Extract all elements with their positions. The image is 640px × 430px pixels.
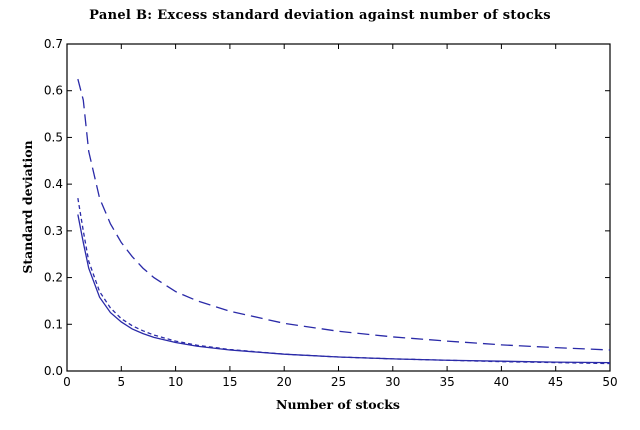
x-tick-label: 10	[168, 375, 183, 389]
x-tick-label: 15	[222, 375, 237, 389]
x-tick-label: 25	[331, 375, 346, 389]
x-tick-label: 50	[602, 375, 617, 389]
y-tick-label: 0.3	[44, 224, 63, 238]
plot-frame	[66, 43, 611, 372]
y-tick-label: 0.6	[44, 84, 63, 98]
y-tick-label: 0.7	[44, 37, 63, 51]
y-axis-ticks: 0.0 0.1 0.2 0.3 0.4 0.5 0.6 0.7	[44, 37, 610, 378]
y-axis-label: Standard deviation	[20, 140, 35, 273]
x-tick-label: 40	[494, 375, 509, 389]
x-tick-label: 5	[117, 375, 125, 389]
y-tick-label: 0.2	[44, 271, 63, 285]
x-axis-ticks: 0 5 10 15 20 25 30 35 40 45 50	[63, 44, 618, 389]
x-axis-label: Number of stocks	[276, 397, 400, 412]
x-tick-label: 35	[439, 375, 454, 389]
x-tick-label: 45	[548, 375, 563, 389]
series-line-1	[77, 78, 611, 351]
x-tick-label: 30	[385, 375, 400, 389]
series-group	[77, 78, 611, 365]
chart-title: Panel B: Excess standard deviation again…	[89, 8, 551, 23]
x-tick-label: 20	[277, 375, 292, 389]
y-tick-label: 0.1	[44, 317, 63, 331]
y-tick-label: 0.5	[44, 130, 63, 144]
series-line-3	[77, 214, 611, 364]
y-tick-label: 0.4	[44, 177, 63, 191]
x-tick-label: 0	[63, 375, 71, 389]
y-tick-label: 0.0	[44, 364, 63, 378]
